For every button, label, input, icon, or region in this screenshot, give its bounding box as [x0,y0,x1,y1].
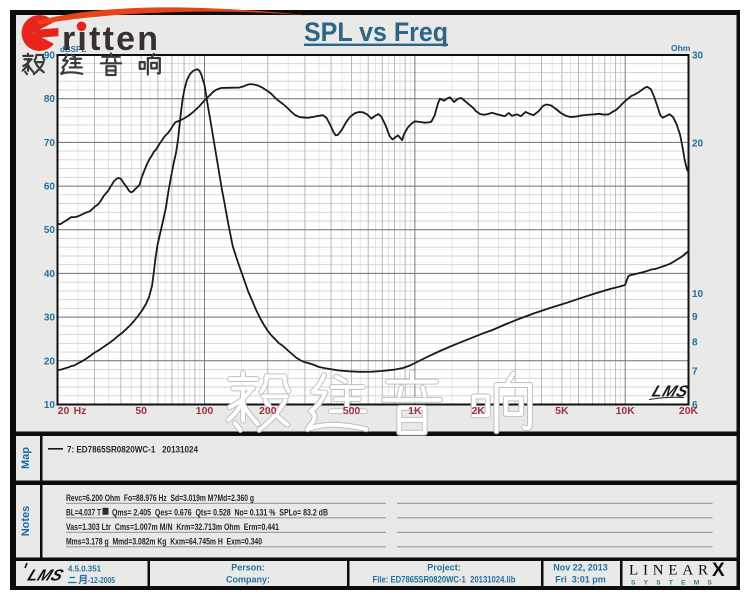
svg-text:100: 100 [196,405,214,417]
svg-text:9: 9 [692,312,698,323]
svg-text:80: 80 [44,94,56,105]
svg-text:2K: 2K [471,405,485,417]
svg-text:20: 20 [44,356,56,367]
svg-text:50: 50 [44,225,56,236]
svg-text:Person:: Person: [231,563,265,573]
svg-text:Qms= 2.405 Qes= 0.676 Qts= 0: Qms= 2.405 Qes= 0.676 Qts= 0.528 No= 0.1… [112,507,328,517]
svg-text:30: 30 [44,313,56,324]
svg-text:7: ED7865SR0820WC-1 20131024: 7: ED7865SR0820WC-1 20131024 [67,445,199,456]
svg-text:SYSTEMS: SYSTEMS [631,580,720,587]
svg-text:BL=4.037 T: BL=4.037 T [66,507,101,517]
svg-text:Map: Map [20,447,32,469]
svg-text:7: 7 [692,367,698,378]
svg-text:10: 10 [44,400,56,411]
svg-text:90: 90 [44,51,56,62]
svg-text:30: 30 [692,51,704,62]
svg-text:10K: 10K [616,405,636,417]
svg-text:Fri 3:01 pm: Fri 3:01 pm [555,575,606,585]
svg-text:-12-2005: -12-2005 [88,575,115,585]
svg-text:8: 8 [692,338,698,349]
svg-text:X: X [712,560,725,581]
svg-text:Nov 22, 2013: Nov 22, 2013 [553,563,608,573]
svg-text:1K: 1K [408,405,422,417]
svg-text:LMS: LMS [650,382,692,400]
svg-text:50: 50 [135,405,147,417]
svg-text:Notes: Notes [20,506,32,537]
svg-text:Vas=1.303 Ltr Cms=1.007m M/N: Vas=1.303 Ltr Cms=1.007m M/N Krm=32.713m… [66,522,279,532]
svg-text:70: 70 [44,138,56,149]
svg-text:Company:: Company: [226,575,270,585]
svg-text:dBSPL: dBSPL [60,45,86,54]
svg-text:Mms=3.178 g Mmd=3.082m Kg Kx: Mms=3.178 g Mmd=3.082m Kg Kxm=64.745m H … [66,536,262,546]
svg-text:Revc=6.200 Ohm Fo=88.976 Hz: Revc=6.200 Ohm Fo=88.976 Hz Sd=3.019m M?… [66,493,254,503]
svg-text:LINEAR: LINEAR [629,563,713,579]
svg-text:20K: 20K [679,405,699,417]
svg-text:Ohm: Ohm [671,43,691,53]
svg-text:SPL vs Freq: SPL vs Freq [304,17,448,47]
svg-text:ritten: ritten [62,20,160,58]
svg-text:Project:: Project: [427,563,461,573]
svg-text:6: 6 [692,400,698,411]
svg-text:Hz: Hz [74,405,87,417]
svg-text:File: ED7865SR0820WC-1 201310: File: ED7865SR0820WC-1 20131024.lib [373,575,516,585]
svg-text:10: 10 [692,289,704,300]
svg-text:20: 20 [58,405,70,417]
svg-text:60: 60 [44,182,56,193]
svg-text:5K: 5K [555,405,569,417]
svg-text:LMS: LMS [25,566,66,584]
svg-text:500: 500 [343,405,361,417]
svg-text:4.5.0.351: 4.5.0.351 [68,564,101,574]
svg-text:20: 20 [692,139,704,150]
svg-text:40: 40 [44,269,56,280]
svg-text:200: 200 [259,405,277,417]
